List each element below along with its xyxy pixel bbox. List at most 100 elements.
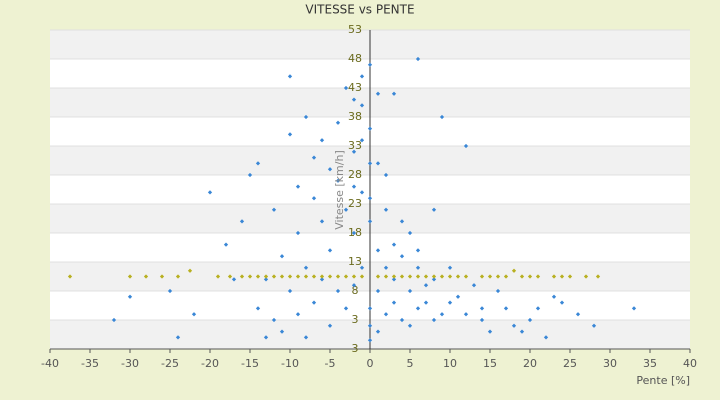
point	[239, 219, 245, 224]
point	[343, 207, 349, 212]
point	[295, 184, 301, 189]
point	[255, 161, 261, 166]
point	[351, 149, 357, 154]
point	[383, 172, 389, 178]
y-tick-label: 28	[348, 168, 362, 181]
x-tick-label: -35	[81, 357, 99, 370]
point	[591, 323, 597, 328]
point	[327, 323, 333, 328]
point	[175, 335, 181, 340]
x-tick-label: 20	[523, 357, 537, 370]
point	[359, 190, 365, 195]
point	[367, 323, 373, 328]
y-tick-label: 3	[352, 313, 359, 326]
point	[527, 274, 533, 279]
point	[447, 274, 453, 279]
point	[519, 329, 525, 334]
point	[535, 274, 541, 279]
point	[431, 317, 437, 323]
point	[327, 274, 333, 279]
x-axis-title: Pente [%]	[636, 374, 690, 387]
point	[335, 288, 341, 294]
point	[271, 207, 277, 212]
point	[127, 294, 133, 299]
point	[319, 277, 325, 282]
y-tick-label: 48	[348, 52, 362, 65]
point	[287, 288, 293, 294]
y-tick-label: 53	[348, 23, 362, 36]
point	[511, 268, 517, 273]
point	[247, 172, 253, 178]
point	[367, 196, 373, 201]
point	[295, 312, 301, 317]
point	[391, 274, 397, 279]
point	[455, 294, 461, 299]
y-tick-label: 33	[348, 139, 362, 152]
point	[535, 306, 541, 311]
point	[407, 274, 413, 279]
x-tick-label: -20	[201, 357, 219, 370]
point	[407, 323, 413, 328]
point	[447, 300, 453, 305]
y-tick-label: 43	[348, 81, 362, 94]
point	[595, 274, 601, 279]
point	[351, 274, 357, 279]
point	[247, 274, 253, 279]
point	[567, 274, 573, 279]
point	[279, 274, 285, 279]
x-tick-label: 15	[483, 357, 497, 370]
point	[279, 254, 285, 259]
point	[255, 274, 261, 279]
point	[487, 329, 493, 334]
point	[559, 300, 565, 305]
point	[351, 184, 357, 189]
point	[575, 312, 581, 317]
point	[263, 274, 269, 279]
point	[415, 248, 421, 253]
point	[487, 274, 493, 279]
point	[231, 277, 237, 282]
point	[399, 254, 405, 259]
x-tick-label: -5	[325, 357, 336, 370]
point	[511, 323, 517, 328]
point	[311, 274, 317, 279]
point	[255, 306, 261, 311]
point	[463, 274, 469, 279]
x-tick-label: 35	[643, 357, 657, 370]
point	[167, 288, 173, 294]
y-tick-label: 3	[352, 342, 359, 355]
point	[359, 274, 365, 279]
point	[359, 265, 365, 270]
point	[311, 155, 317, 160]
point	[375, 288, 381, 294]
point	[455, 274, 461, 279]
point	[479, 274, 485, 279]
point	[279, 329, 285, 334]
point	[295, 274, 301, 279]
y-tick-label: 8	[352, 284, 359, 297]
point	[271, 274, 277, 279]
x-tick-label: 10	[443, 357, 457, 370]
point	[227, 274, 233, 279]
x-tick-label: 30	[603, 357, 617, 370]
y-tick-label: 13	[348, 255, 362, 268]
point	[503, 306, 509, 311]
point	[215, 274, 221, 279]
point	[551, 274, 557, 279]
point	[375, 248, 381, 253]
point	[583, 274, 589, 279]
y-tick-label: 23	[348, 197, 362, 210]
point	[471, 283, 477, 288]
point	[383, 312, 389, 317]
point	[327, 248, 333, 253]
point	[423, 300, 429, 305]
point	[431, 207, 437, 212]
point	[187, 268, 193, 273]
x-tick-label: -25	[161, 357, 179, 370]
x-tick-label: -30	[121, 357, 139, 370]
point	[319, 138, 325, 143]
point	[423, 283, 429, 288]
point	[439, 274, 445, 279]
point	[407, 288, 413, 294]
